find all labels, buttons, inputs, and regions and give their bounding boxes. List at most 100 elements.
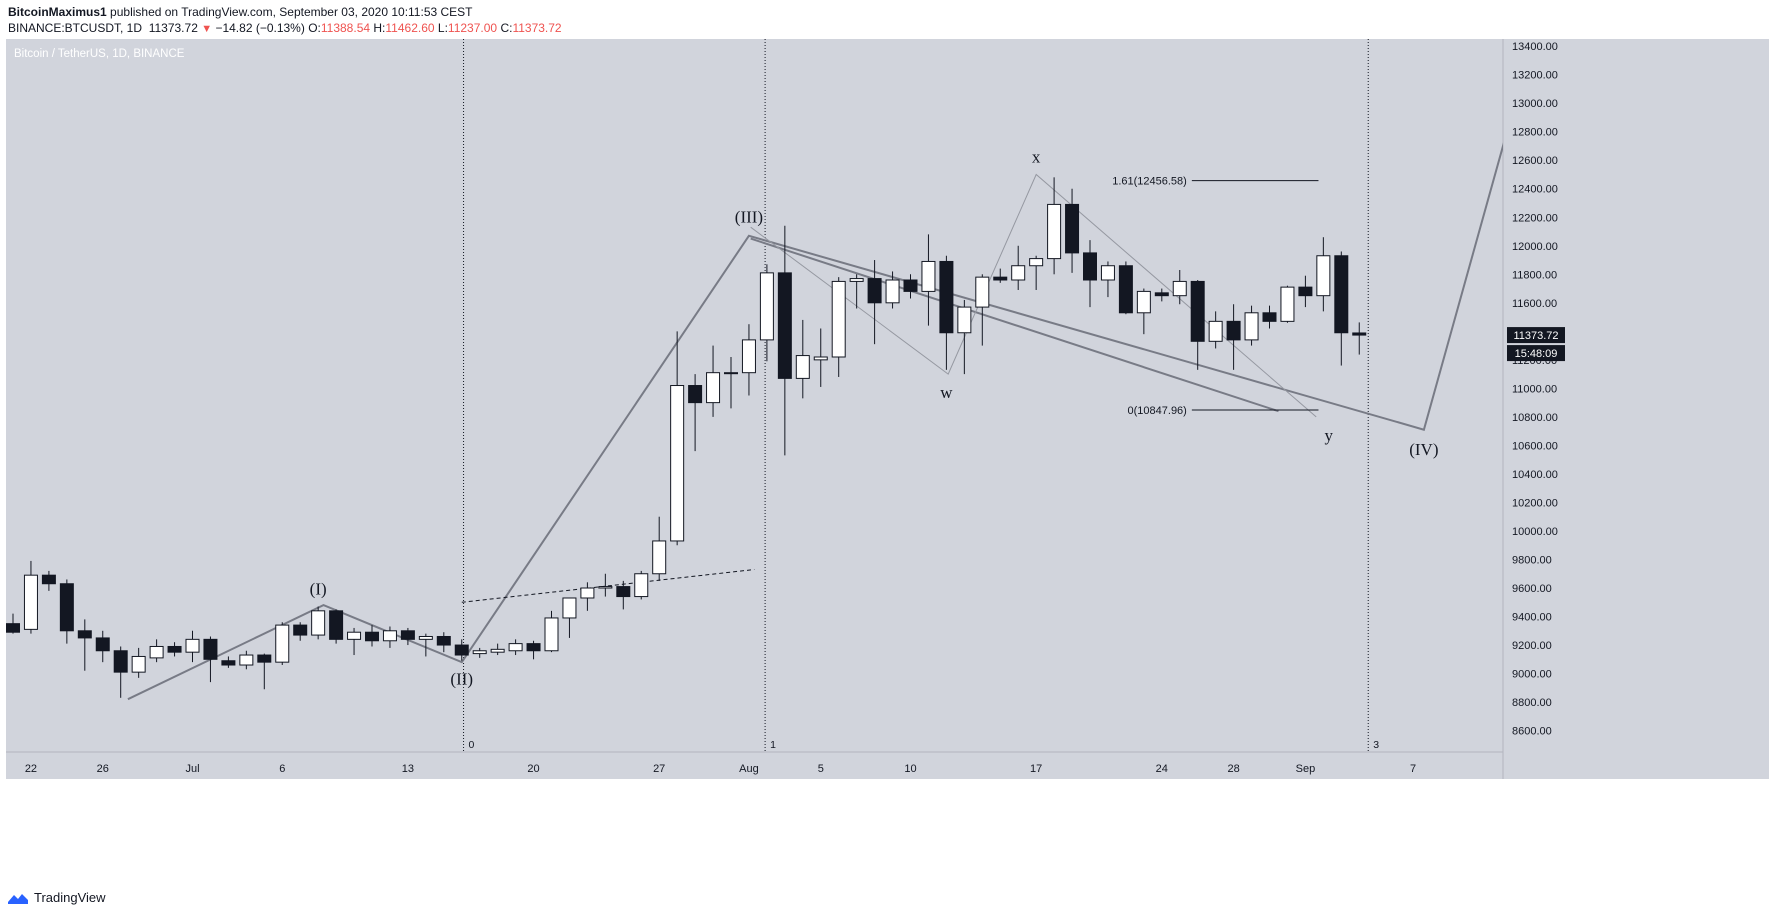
- price-tick-label: 12000.00: [1512, 241, 1558, 253]
- candle: [1029, 255, 1044, 290]
- candle-body: [1226, 320, 1241, 341]
- candle: [957, 299, 972, 375]
- price-tick-label: 8600.00: [1512, 726, 1552, 738]
- candle: [472, 647, 487, 658]
- fib-level-label: 0(10847.96): [1128, 405, 1187, 417]
- price-tick-label: 11800.00: [1512, 269, 1557, 281]
- candle: [849, 274, 864, 309]
- candle: [1244, 305, 1259, 346]
- candle: [167, 642, 182, 657]
- last-price-tag-label: 11373.72: [1513, 330, 1558, 342]
- candle-body: [885, 279, 900, 304]
- candle-body: [23, 574, 38, 630]
- candle-body: [616, 586, 631, 598]
- low-label: L:: [437, 21, 448, 35]
- candle-body: [813, 356, 828, 361]
- plot-content: [6, 39, 1503, 752]
- wave-label: (III): [735, 207, 763, 226]
- candle-body: [472, 650, 487, 655]
- candle: [490, 643, 505, 656]
- wave-label: (I): [310, 580, 327, 599]
- candle: [975, 274, 990, 346]
- chart-header: BitcoinMaximus1 published on TradingView…: [8, 4, 562, 37]
- candle: [185, 630, 200, 663]
- price-tick-label: 10600.00: [1512, 440, 1558, 452]
- candle: [1011, 245, 1026, 290]
- time-tick-label: Sep: [1296, 763, 1316, 775]
- candle-body: [77, 630, 92, 639]
- candle-body: [436, 635, 451, 646]
- time-tick-label: Aug: [739, 763, 759, 775]
- candle-body: [975, 276, 990, 308]
- candle: [1352, 322, 1367, 355]
- candle-body: [1100, 265, 1115, 281]
- dashed-line: [461, 569, 755, 603]
- candle-body: [867, 278, 882, 304]
- price-tick-label: 8800.00: [1512, 697, 1552, 709]
- candle: [329, 609, 344, 644]
- candle: [634, 570, 649, 600]
- candle: [921, 234, 936, 326]
- candle-body: [526, 643, 541, 652]
- candle-body: [203, 638, 218, 660]
- price-tick-label: 12800.00: [1512, 127, 1558, 139]
- candle: [347, 627, 362, 656]
- candle-body: [1280, 286, 1295, 322]
- author-name[interactable]: BitcoinMaximus1: [8, 5, 107, 19]
- price-tick-label: 9000.00: [1512, 669, 1552, 681]
- candle: [652, 516, 667, 581]
- candle: [293, 622, 308, 641]
- candle: [1136, 288, 1151, 335]
- candle-body: [1136, 290, 1151, 314]
- candle-body: [1208, 320, 1223, 342]
- candle-body: [311, 610, 326, 636]
- candle-body: [59, 583, 74, 632]
- time-tick-label: 17: [1030, 763, 1042, 775]
- candle-body: [706, 372, 721, 404]
- time-tick-label: 7: [1410, 763, 1416, 775]
- candle: [903, 274, 918, 299]
- time-tick-label: 24: [1156, 763, 1168, 775]
- wave-label: w: [940, 383, 953, 402]
- price-axis: [1503, 39, 1769, 779]
- time-axis: [6, 752, 1503, 779]
- low-value: 11237.00: [447, 21, 498, 35]
- candle-body: [759, 272, 774, 341]
- candle-body: [1083, 252, 1097, 281]
- candle: [1047, 177, 1062, 275]
- price-tick-label: 12600.00: [1512, 155, 1558, 167]
- footer-brand-label: TradingView: [34, 890, 106, 905]
- candle-body: [849, 278, 864, 282]
- footer-brand[interactable]: TradingView: [8, 890, 106, 905]
- candle-body: [418, 635, 433, 640]
- candle-body: [113, 650, 128, 673]
- candle: [688, 374, 703, 452]
- candle-body: [562, 597, 577, 619]
- fib-level-label: 1.61(12456.58): [1112, 176, 1187, 188]
- candle-body: [1262, 312, 1277, 322]
- price-tick-label: 9800.00: [1512, 554, 1552, 566]
- candle: [795, 319, 810, 399]
- candle: [113, 646, 128, 698]
- time-tick-label: 10: [904, 763, 916, 775]
- candle: [777, 225, 792, 456]
- candle: [544, 610, 559, 653]
- candle: [1280, 285, 1295, 323]
- candle-body: [939, 260, 954, 334]
- candle: [813, 328, 828, 387]
- candle: [41, 570, 56, 591]
- candle-body: [347, 631, 362, 640]
- price-tick-label: 11000.00: [1512, 383, 1557, 395]
- candle: [311, 606, 326, 640]
- candle-body: [957, 306, 972, 334]
- candle-body: [1154, 292, 1169, 297]
- candle: [221, 656, 236, 668]
- candle: [1172, 270, 1187, 305]
- candle: [1065, 188, 1080, 273]
- open-label: O:: [308, 21, 321, 35]
- price-tick-label: 13200.00: [1512, 70, 1558, 82]
- candle-body: [921, 260, 936, 292]
- candle: [831, 277, 846, 377]
- chart-title: Bitcoin / TetherUS, 1D, BINANCE: [14, 48, 185, 60]
